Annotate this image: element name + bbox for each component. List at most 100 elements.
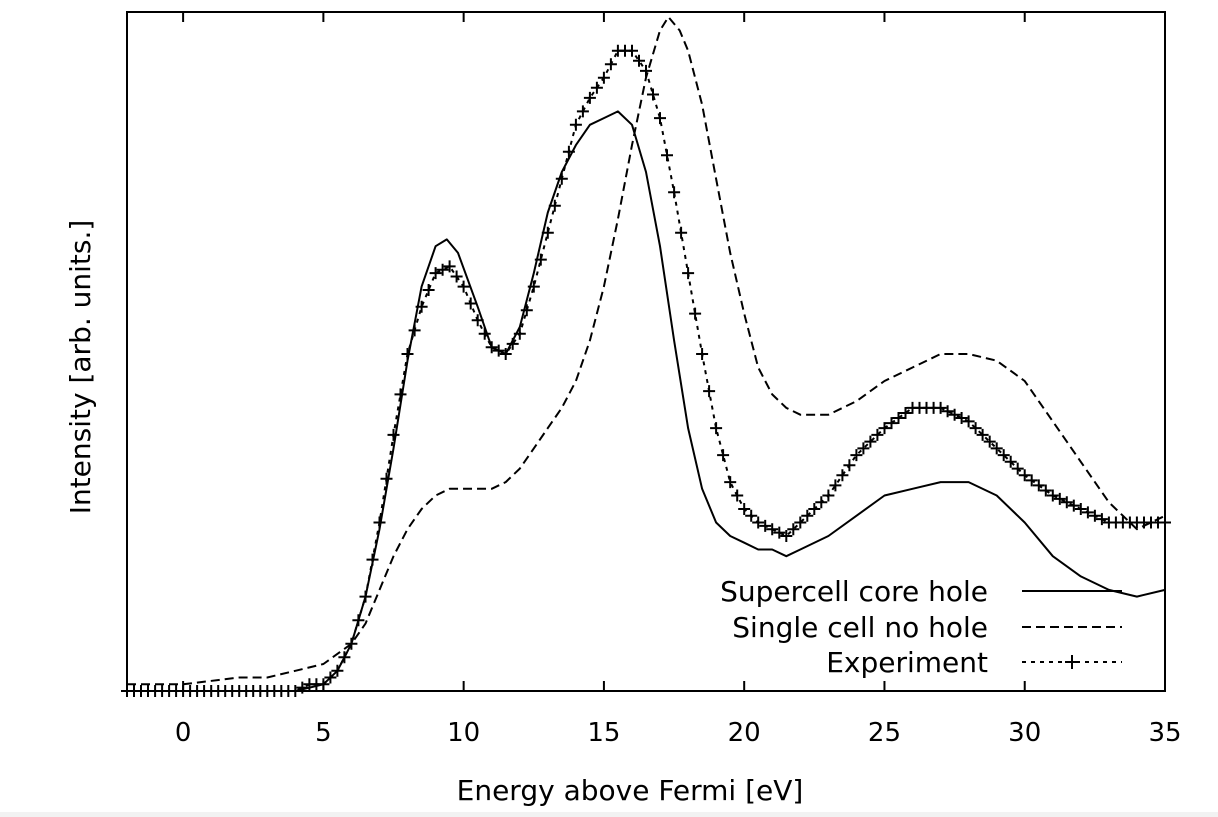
x-tick-label: 30 bbox=[1008, 718, 1041, 748]
experiment-point bbox=[576, 105, 589, 118]
x-axis-label: Energy above Fermi [eV] bbox=[457, 774, 804, 807]
experiment-point bbox=[366, 553, 379, 566]
experiment-point bbox=[710, 422, 723, 435]
experiment-point bbox=[331, 664, 344, 677]
x-tick-label: 15 bbox=[587, 718, 620, 748]
experiment-point bbox=[429, 267, 442, 280]
experiment-point bbox=[724, 476, 737, 489]
experiment-point bbox=[654, 112, 666, 125]
experiment-point bbox=[794, 516, 807, 529]
experiment-point bbox=[1081, 506, 1094, 519]
experiment-point bbox=[513, 327, 526, 340]
experiment-point bbox=[808, 503, 821, 515]
experiment-point bbox=[534, 253, 547, 266]
experiment-point bbox=[626, 44, 638, 57]
experiment-point bbox=[562, 145, 575, 158]
experiment-point bbox=[689, 307, 702, 320]
experiment-point bbox=[604, 58, 617, 71]
experiment-point bbox=[359, 590, 372, 603]
x-tick-label: 35 bbox=[1148, 718, 1181, 748]
experiment-point bbox=[759, 519, 772, 532]
experiment-point bbox=[1018, 469, 1031, 482]
experiment-point bbox=[345, 637, 358, 650]
experiment-point bbox=[597, 71, 610, 84]
experiment-point bbox=[1032, 479, 1045, 492]
legend-marker-experiment bbox=[1065, 655, 1079, 669]
experiment-point bbox=[373, 516, 386, 529]
series-line-1 bbox=[127, 16, 1166, 686]
experiment-point bbox=[885, 417, 898, 430]
experiment-point bbox=[766, 523, 779, 536]
experiment-point bbox=[752, 516, 765, 529]
experiment-point bbox=[773, 526, 786, 539]
experiment-point bbox=[492, 344, 505, 357]
experiment-point bbox=[296, 681, 309, 694]
experiment-point bbox=[955, 412, 968, 424]
experiment-point bbox=[815, 496, 828, 509]
series-markers-2 bbox=[121, 44, 1171, 697]
experiment-point bbox=[520, 304, 533, 317]
experiment-point bbox=[352, 614, 365, 627]
experiment-point bbox=[1060, 496, 1073, 509]
experiment-point bbox=[499, 348, 512, 360]
experiment-point bbox=[647, 88, 659, 101]
experiment-point bbox=[969, 422, 982, 435]
y-axis-label: Intensity [arb. units.] bbox=[64, 220, 97, 515]
experiment-point bbox=[1046, 489, 1059, 502]
experiment-point bbox=[857, 442, 870, 455]
experiment-point bbox=[668, 186, 681, 199]
experiment-point bbox=[717, 449, 730, 462]
experiment-point bbox=[843, 459, 856, 472]
x-axis-ticks: 0 5 10 15 20 25 30 35 bbox=[175, 12, 1182, 748]
experiment-point bbox=[682, 267, 695, 280]
experiment-point bbox=[485, 341, 498, 354]
legend-label-supercell: Supercell core hole bbox=[720, 575, 988, 608]
legend-label-experiment: Experiment bbox=[826, 646, 988, 679]
experiment-point bbox=[731, 489, 744, 502]
x-tick-label: 5 bbox=[315, 718, 332, 748]
experiment-point bbox=[1095, 513, 1108, 526]
experiment-point bbox=[569, 118, 582, 131]
experiment-point bbox=[1159, 516, 1171, 529]
experiment-point bbox=[1004, 455, 1017, 468]
experiment-point bbox=[899, 407, 912, 419]
experiment-point bbox=[836, 469, 849, 482]
experiment-point bbox=[436, 263, 449, 276]
experiment-point bbox=[633, 54, 645, 67]
experiment-point bbox=[1074, 503, 1087, 515]
experiment-point bbox=[380, 472, 393, 485]
experiment-point bbox=[696, 348, 709, 360]
experiment-point bbox=[976, 428, 989, 441]
x-tick-label: 0 bbox=[175, 718, 192, 748]
experiment-point bbox=[780, 530, 793, 542]
series-line-0 bbox=[127, 110, 1166, 692]
experiment-point bbox=[422, 284, 435, 296]
experiment-point bbox=[892, 412, 905, 424]
experiment-point bbox=[934, 401, 947, 414]
experiment-point bbox=[864, 435, 877, 448]
experiment-point bbox=[338, 651, 351, 664]
experiment-point bbox=[450, 270, 463, 283]
experiment-point bbox=[443, 260, 456, 273]
experiment-point bbox=[1025, 474, 1038, 487]
legend-label-single-cell: Single cell no hole bbox=[732, 611, 988, 644]
plot-frame bbox=[126, 11, 1166, 692]
experiment-point bbox=[408, 324, 421, 337]
experiment-point bbox=[1039, 484, 1052, 497]
experiment-point bbox=[822, 489, 835, 502]
x-tick-label: 20 bbox=[728, 718, 761, 748]
experiment-point bbox=[948, 408, 961, 421]
experiment-point bbox=[738, 503, 751, 515]
experiment-point bbox=[387, 428, 400, 441]
experiment-point bbox=[478, 327, 491, 340]
legend: Supercell core hole Single cell no hole … bbox=[720, 575, 1122, 679]
experiment-point bbox=[1053, 492, 1066, 505]
experiment-point bbox=[289, 685, 302, 697]
x-tick-label: 25 bbox=[868, 718, 901, 748]
experiment-point bbox=[394, 388, 407, 401]
experiment-point bbox=[506, 337, 519, 350]
experiment-point bbox=[590, 81, 603, 94]
experiment-point bbox=[324, 671, 337, 684]
experiment-point bbox=[415, 300, 428, 313]
